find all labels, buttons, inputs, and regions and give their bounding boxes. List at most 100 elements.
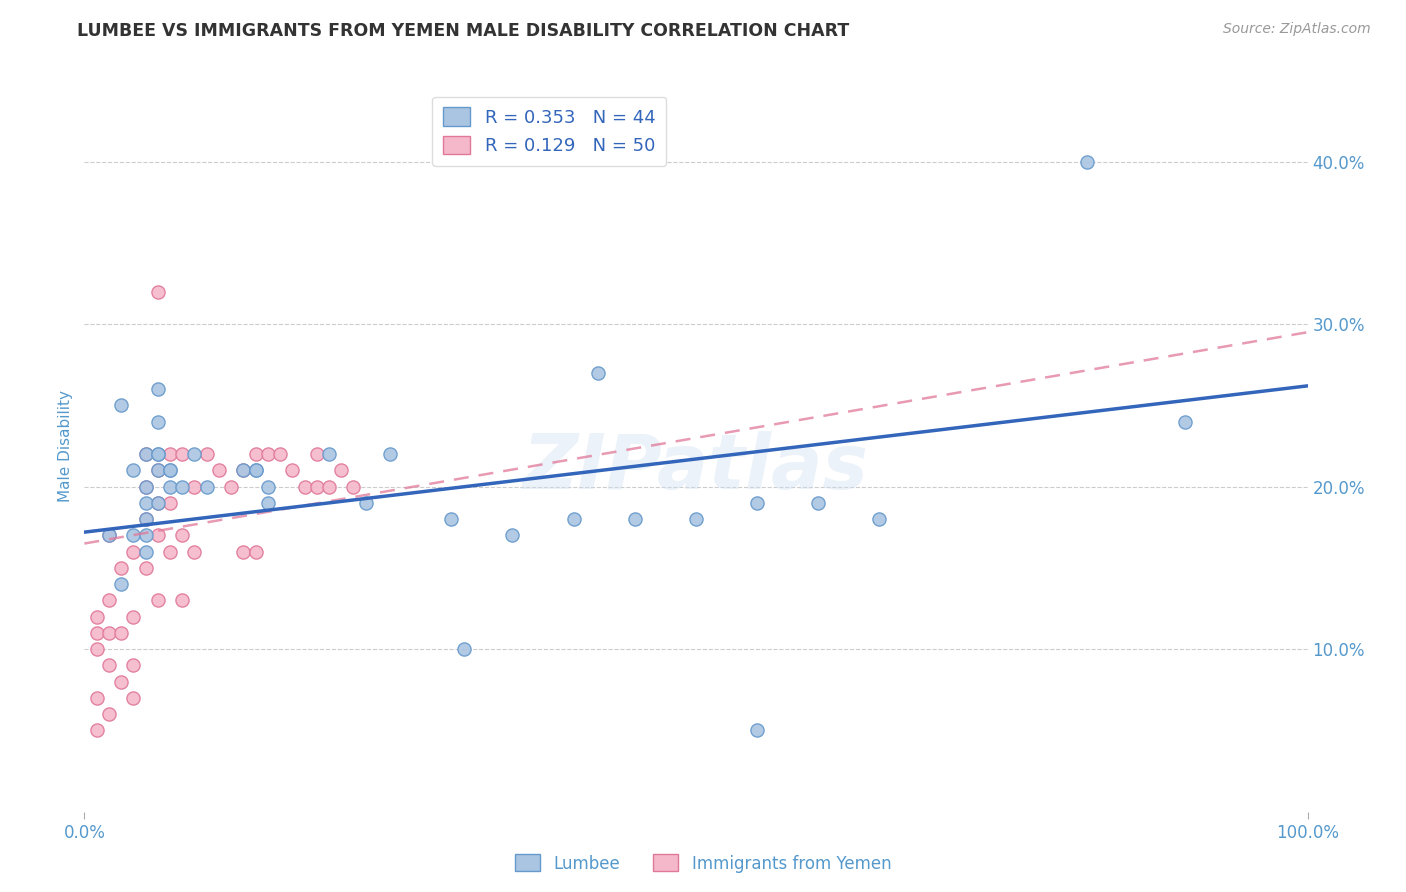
Point: [110, 674, 132, 689]
Point: [219, 480, 242, 494]
Point: [159, 544, 181, 558]
Point: [159, 480, 181, 494]
Point: [86, 609, 108, 624]
Point: [195, 480, 218, 494]
Point: [97, 707, 120, 722]
Point: [183, 544, 205, 558]
Point: [232, 544, 254, 558]
Point: [122, 463, 145, 477]
Point: [110, 398, 132, 412]
Point: [97, 658, 120, 673]
Point: [586, 366, 609, 380]
Y-axis label: Male Disability: Male Disability: [58, 390, 73, 502]
Point: [159, 447, 181, 461]
Point: [257, 480, 280, 494]
Point: [159, 463, 181, 477]
Point: [232, 463, 254, 477]
Legend: Lumbee, Immigrants from Yemen: Lumbee, Immigrants from Yemen: [508, 847, 898, 880]
Point: [135, 496, 157, 510]
Point: [747, 496, 769, 510]
Point: [159, 496, 181, 510]
Point: [318, 447, 340, 461]
Point: [146, 463, 169, 477]
Point: [245, 463, 267, 477]
Point: [562, 512, 585, 526]
Point: [294, 480, 316, 494]
Point: [257, 496, 280, 510]
Point: [146, 382, 169, 396]
Point: [172, 447, 194, 461]
Point: [146, 463, 169, 477]
Point: [1076, 154, 1098, 169]
Point: [807, 496, 830, 510]
Point: [146, 415, 169, 429]
Point: [135, 528, 157, 542]
Point: [685, 512, 707, 526]
Point: [257, 447, 280, 461]
Point: [122, 544, 145, 558]
Point: [146, 285, 169, 299]
Point: [172, 593, 194, 607]
Point: [305, 480, 328, 494]
Point: [747, 723, 769, 738]
Point: [159, 463, 181, 477]
Legend: R = 0.353   N = 44, R = 0.129   N = 50: R = 0.353 N = 44, R = 0.129 N = 50: [432, 96, 666, 166]
Point: [135, 561, 157, 575]
Point: [380, 447, 402, 461]
Point: [1174, 415, 1197, 429]
Point: [135, 512, 157, 526]
Point: [281, 463, 304, 477]
Text: ZIPatlas: ZIPatlas: [523, 431, 869, 505]
Point: [330, 463, 353, 477]
Point: [146, 447, 169, 461]
Point: [172, 528, 194, 542]
Point: [122, 658, 145, 673]
Point: [122, 609, 145, 624]
Point: [172, 480, 194, 494]
Point: [122, 528, 145, 542]
Point: [110, 577, 132, 591]
Text: Source: ZipAtlas.com: Source: ZipAtlas.com: [1223, 22, 1371, 37]
Point: [110, 561, 132, 575]
Point: [440, 512, 463, 526]
Point: [146, 447, 169, 461]
Point: [97, 528, 120, 542]
Point: [135, 447, 157, 461]
Point: [269, 447, 291, 461]
Point: [97, 593, 120, 607]
Point: [183, 447, 205, 461]
Point: [135, 544, 157, 558]
Point: [245, 544, 267, 558]
Point: [624, 512, 647, 526]
Point: [183, 480, 205, 494]
Point: [502, 528, 524, 542]
Point: [86, 626, 108, 640]
Point: [86, 642, 108, 657]
Point: [146, 496, 169, 510]
Point: [453, 642, 475, 657]
Point: [122, 690, 145, 705]
Point: [146, 496, 169, 510]
Point: [342, 480, 364, 494]
Point: [86, 690, 108, 705]
Point: [146, 593, 169, 607]
Point: [110, 626, 132, 640]
Point: [195, 447, 218, 461]
Point: [318, 480, 340, 494]
Point: [305, 447, 328, 461]
Text: LUMBEE VS IMMIGRANTS FROM YEMEN MALE DISABILITY CORRELATION CHART: LUMBEE VS IMMIGRANTS FROM YEMEN MALE DIS…: [77, 22, 849, 40]
Point: [146, 528, 169, 542]
Point: [232, 463, 254, 477]
Point: [135, 447, 157, 461]
Point: [86, 723, 108, 738]
Point: [869, 512, 891, 526]
Point: [245, 447, 267, 461]
Point: [208, 463, 231, 477]
Point: [135, 480, 157, 494]
Point: [135, 512, 157, 526]
Point: [245, 463, 267, 477]
Point: [354, 496, 377, 510]
Point: [97, 528, 120, 542]
Point: [97, 626, 120, 640]
Point: [135, 480, 157, 494]
